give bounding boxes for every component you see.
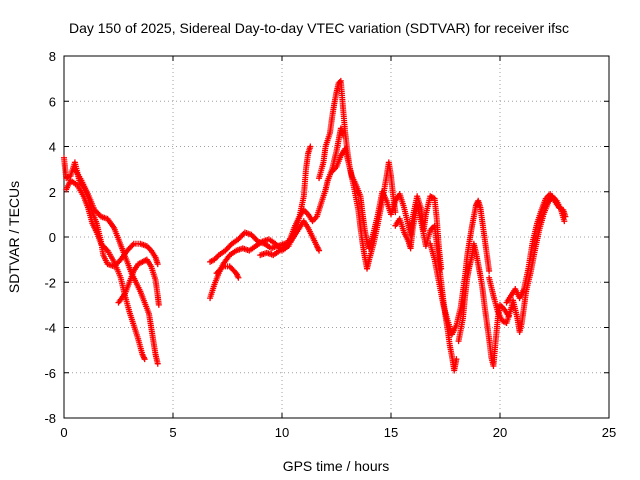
data-point: [154, 360, 161, 367]
data-point: [316, 247, 323, 254]
y-tick-label: 2: [49, 185, 56, 200]
chart-title: Day 150 of 2025, Sidereal Day-to-day VTE…: [69, 20, 569, 36]
series-track-16: [503, 191, 569, 306]
y-tick-label: -4: [44, 321, 56, 336]
y-axis-label: SDTVAR / TECUs: [6, 181, 22, 293]
y-tick-label: 8: [49, 49, 56, 64]
data-point: [155, 301, 162, 308]
x-tick-label: 15: [384, 425, 398, 440]
y-tick-label: 6: [49, 94, 56, 109]
axis-ticks: 0 5 10 15 20 25 -8 -6 -4 -2 0 2 4 6 8: [44, 49, 616, 440]
series-track-6: [207, 143, 314, 302]
data-point: [486, 267, 493, 274]
series-track-13: [427, 197, 493, 338]
y-tick-label: 0: [49, 230, 56, 245]
data-point: [141, 356, 148, 363]
series-track-2: [63, 177, 148, 363]
series-track-4: [115, 256, 162, 308]
series-track-7: [213, 263, 242, 281]
x-tick-label: 10: [275, 425, 289, 440]
y-tick-label: -6: [44, 366, 56, 381]
data-point: [453, 356, 460, 363]
x-tick-label: 0: [60, 425, 67, 440]
data-point: [235, 274, 242, 281]
plot-frame: [63, 55, 610, 419]
x-axis-label: GPS time / hours: [283, 458, 390, 474]
y-tick-label: 4: [49, 140, 56, 155]
data-point: [307, 143, 314, 150]
x-tick-label: 20: [493, 425, 507, 440]
data-point: [336, 79, 343, 86]
y-tick-label: -8: [44, 411, 56, 426]
x-tick-label: 25: [602, 425, 616, 440]
y-tick-label: -2: [44, 275, 56, 290]
x-tick-label: 5: [169, 425, 176, 440]
data-point: [561, 218, 568, 225]
data-point: [562, 213, 569, 220]
series-track-14: [455, 240, 512, 369]
grid: [64, 56, 609, 418]
series-track-9: [316, 77, 373, 252]
data-markers: [61, 77, 569, 374]
data-point: [154, 261, 161, 268]
